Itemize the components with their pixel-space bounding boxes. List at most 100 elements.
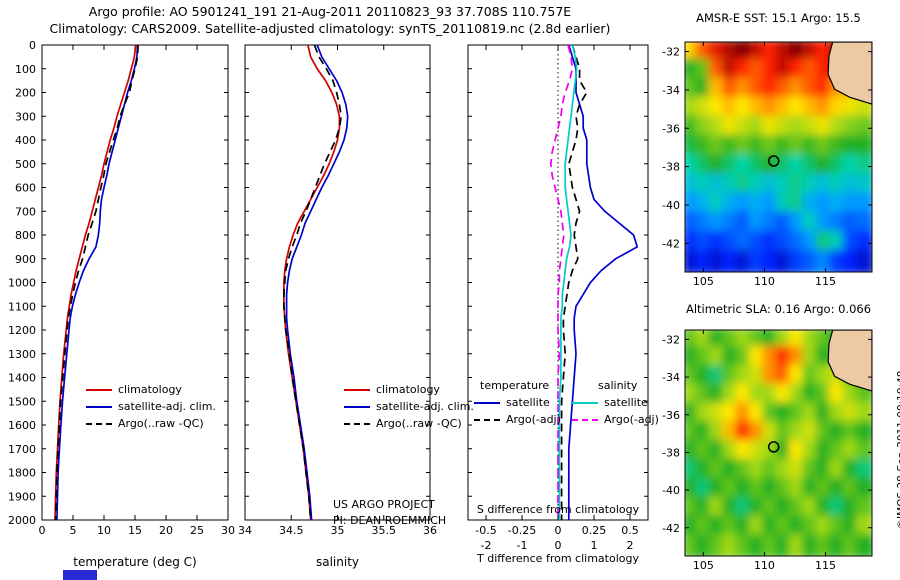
svg-text:-0.25: -0.25 (508, 524, 536, 537)
svg-text:20: 20 (159, 524, 173, 537)
sla-map-panel: 105 110 115 -32 -34 -36 -38 -40 -42 (662, 329, 873, 572)
legend-label: climatology (118, 383, 182, 396)
legend-label: satellite (506, 396, 550, 409)
svg-text:-32: -32 (662, 46, 680, 59)
t-argo-line-swatch (474, 418, 500, 421)
legend-label: satellite (604, 396, 648, 409)
legend-diff-salinity: salinity satellite Argo(-adj) (572, 377, 659, 428)
svg-text:-42: -42 (662, 237, 680, 250)
legend-item: Argo(-adj) (474, 411, 561, 428)
legend-label: climatology (376, 383, 440, 396)
svg-text:1000: 1000 (8, 277, 36, 290)
svg-text:35: 35 (331, 524, 345, 537)
argo-line-swatch (86, 422, 112, 425)
satellite-adj-line-swatch (86, 405, 112, 408)
legend-label: satellite-adj. clim. (376, 400, 474, 413)
legend-label: Argo(..raw -QC) (376, 417, 462, 430)
svg-text:700: 700 (15, 205, 36, 218)
s-difference-axis-label: S difference from climatology (476, 503, 640, 516)
svg-text:1700: 1700 (8, 443, 36, 456)
us-argo-project-text: US ARGO PROJECT (333, 498, 435, 511)
difference-panel: -0.5 -2 -0.25 -1 0 0 0.25 1 0.5 2 (467, 44, 649, 552)
svg-text:500: 500 (15, 158, 36, 171)
svg-text:1800: 1800 (8, 467, 36, 480)
legend-temperature: climatology satellite-adj. clim. Argo(..… (86, 381, 216, 432)
svg-text:800: 800 (15, 229, 36, 242)
svg-text:-38: -38 (662, 446, 680, 459)
legend-label: Argo(-adj) (604, 413, 659, 426)
svg-text:200: 200 (15, 87, 36, 100)
svg-text:110: 110 (754, 559, 775, 572)
svg-text:0: 0 (555, 539, 562, 552)
svg-text:-40: -40 (662, 199, 680, 212)
svg-text:600: 600 (15, 182, 36, 195)
svg-text:-36: -36 (662, 122, 680, 135)
svg-text:34: 34 (238, 524, 252, 537)
svg-text:15: 15 (128, 524, 142, 537)
svg-text:1900: 1900 (8, 490, 36, 503)
svg-text:36: 36 (423, 524, 437, 537)
svg-text:110: 110 (754, 275, 775, 288)
copyright-text: ©IMOS 28-Sep-2011 00:19:48 (896, 370, 900, 530)
svg-text:1600: 1600 (8, 419, 36, 432)
salinity-profile-panel: 34 34.5 35 35.5 36 (238, 44, 437, 537)
svg-text:2000: 2000 (8, 514, 36, 527)
sst-map-panel: 105 110 115 -32 -34 -36 -38 -40 -42 (662, 41, 873, 288)
svg-text:25: 25 (190, 524, 204, 537)
legend-item: satellite (572, 394, 659, 411)
svg-text:1200: 1200 (8, 324, 36, 337)
svg-text:30: 30 (221, 524, 235, 537)
svg-text:300: 300 (15, 110, 36, 123)
svg-text:105: 105 (693, 559, 714, 572)
svg-text:-40: -40 (662, 484, 680, 497)
svg-text:0: 0 (555, 524, 562, 537)
svg-text:0.25: 0.25 (582, 524, 607, 537)
svg-text:1500: 1500 (8, 395, 36, 408)
temperature-axis-label: temperature (deg C) (73, 555, 197, 569)
svg-text:115: 115 (815, 559, 836, 572)
legend-item: satellite-adj. clim. (86, 398, 216, 415)
legend-label: Argo(-adj) (506, 413, 561, 426)
legend-item: climatology (86, 381, 216, 398)
svg-text:1300: 1300 (8, 348, 36, 361)
figure-title-line1: Argo profile: AO 5901241_191 21-Aug-2011… (88, 4, 572, 19)
svg-text:1100: 1100 (8, 300, 36, 313)
legend-label: Argo(..raw -QC) (118, 417, 204, 430)
t-difference-axis-label: T difference from climatology (477, 552, 639, 565)
svg-text:-36: -36 (662, 409, 680, 422)
sla-map-title: Altimetric SLA: 0.16 Argo: 0.066 (685, 302, 872, 316)
legend-header-temperature: temperature (480, 379, 550, 392)
legend-item: satellite (474, 394, 561, 411)
svg-text:-42: -42 (662, 522, 680, 535)
svg-text:0: 0 (39, 524, 46, 537)
legend-diff-temperature: temperature satellite Argo(-adj) (474, 377, 561, 428)
temperature-profile-panel: 0 5 10 15 20 25 300100200300400500600700800900… (8, 39, 235, 537)
screenshot-artifact (63, 570, 97, 580)
t-satellite-line-swatch (474, 401, 500, 404)
svg-text:0: 0 (29, 39, 36, 52)
satellite-adj-line-swatch (344, 405, 370, 408)
svg-text:-38: -38 (662, 161, 680, 174)
svg-text:-2: -2 (481, 539, 492, 552)
svg-text:5: 5 (70, 524, 77, 537)
svg-text:34.5: 34.5 (279, 524, 304, 537)
svg-text:0.5: 0.5 (621, 524, 639, 537)
svg-text:900: 900 (15, 253, 36, 266)
svg-text:-1: -1 (517, 539, 528, 552)
svg-text:-34: -34 (662, 371, 680, 384)
legend-item: Argo(..raw -QC) (86, 415, 216, 432)
svg-text:35.5: 35.5 (372, 524, 397, 537)
climatology-line-swatch (86, 388, 112, 391)
svg-text:10: 10 (97, 524, 111, 537)
legend-item: Argo(-adj) (572, 411, 659, 428)
sst-map-title: AMSR-E SST: 15.1 Argo: 15.5 (696, 11, 861, 25)
svg-text:-32: -32 (662, 333, 680, 346)
legend-item: Argo(..raw -QC) (344, 415, 474, 432)
svg-text:1: 1 (591, 539, 598, 552)
salinity-axis-label: salinity (315, 555, 360, 569)
s-satellite-line-swatch (572, 401, 598, 404)
argo-line-swatch (344, 422, 370, 425)
legend-header-salinity: salinity (598, 379, 638, 392)
